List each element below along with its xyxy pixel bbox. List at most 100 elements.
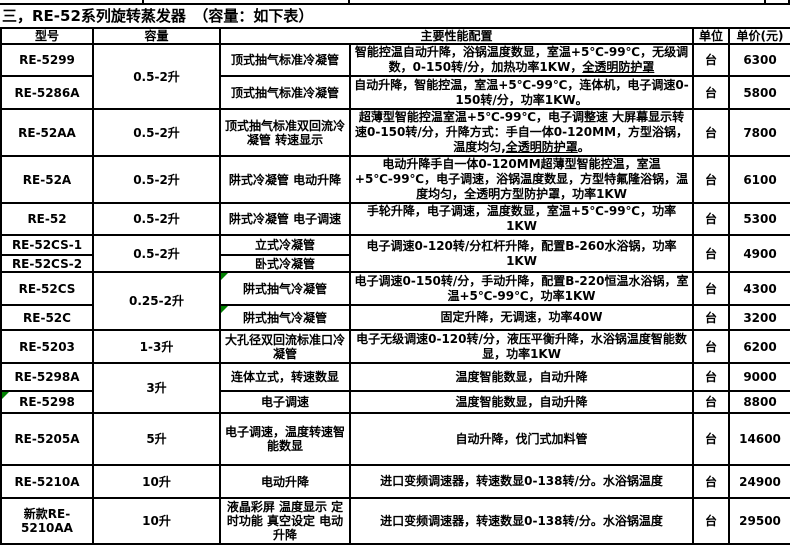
price-cell[interactable]: 5300: [728, 202, 790, 236]
model-cell[interactable]: RE-5205A: [0, 412, 94, 466]
config-cell[interactable]: 阱式抽气冷凝管: [219, 304, 351, 331]
unit-cell[interactable]: 台: [692, 362, 731, 392]
price-cell[interactable]: 8800: [728, 390, 790, 414]
desc-text: 自动升降，智能控温，室温+5℃-99℃，连体机，电子调速0-150转/分，功率1…: [354, 77, 689, 107]
section-title[interactable]: 三，RE-52系列旋转蒸发器 （容量：如下表）: [0, 5, 790, 27]
desc-cell[interactable]: 自动升降，智能控温，室温+5℃-99℃，连体机，电子调速0-150转/分，功率1…: [348, 75, 695, 110]
desc-cell[interactable]: 电子调速0-120转/分杠杆升降，配置B-260水浴锅，功率1KW: [348, 234, 695, 273]
model-cell[interactable]: RE-52A: [0, 155, 94, 204]
unit-cell[interactable]: 台: [692, 497, 731, 545]
model-cell[interactable]: RE-5286A: [0, 75, 94, 110]
unit-cell[interactable]: 台: [692, 412, 731, 466]
desc-cell[interactable]: 固定升降，无调速，功率40W: [348, 304, 695, 331]
desc-cell[interactable]: 智能控温自动升降，浴锅温度数显，室温+5℃-99℃，无级调数，0-150转/分，…: [348, 43, 695, 77]
capacity-cell[interactable]: 0.5-2升: [92, 155, 221, 204]
col-header-config[interactable]: 主要性能配置: [218, 27, 695, 45]
desc-cell[interactable]: 电动升降手自一体0-120MM超薄型智能控温，室温+5℃-99℃，电子调速，浴锅…: [348, 155, 695, 204]
config-cell[interactable]: 顶式抽气标准冷凝管: [219, 75, 351, 110]
capacity-cell[interactable]: 1-3升: [92, 329, 221, 364]
cell-error-indicator-icon: [3, 393, 9, 399]
price-cell[interactable]: 4900: [728, 234, 790, 273]
unit-cell[interactable]: 台: [692, 75, 731, 110]
desc-cell[interactable]: 电子调速0-150转/分，手动升降，配置B-220恒温水浴锅，室温+5℃-99℃…: [348, 271, 695, 306]
config-cell[interactable]: 电子调速: [219, 390, 351, 414]
capacity-cell[interactable]: 0.25-2升: [92, 271, 221, 331]
model-cell[interactable]: 新款RE-5210AA: [0, 497, 94, 545]
capacity-cell[interactable]: 0.5-2升: [92, 108, 221, 157]
price-cell[interactable]: 6300: [728, 43, 790, 77]
config-cell[interactable]: 顶式抽气标准冷凝管: [219, 43, 351, 77]
desc-cell[interactable]: 进口变频调速器，转速数显0-138转/分。水浴锅温度: [348, 464, 695, 499]
unit-cell[interactable]: 台: [692, 202, 731, 236]
price-cell[interactable]: 14600: [728, 412, 790, 466]
desc-text: 温度智能数显，自动升降: [455, 394, 588, 409]
price-cell[interactable]: 4300: [728, 271, 790, 306]
model-cell[interactable]: RE-52CS-1: [0, 234, 94, 256]
unit-cell[interactable]: 台: [692, 108, 731, 157]
capacity-cell[interactable]: 5升: [92, 412, 221, 466]
model-cell[interactable]: RE-52C: [0, 304, 94, 331]
config-cell[interactable]: 立式冷凝管: [219, 234, 351, 256]
desc-cell[interactable]: 温度智能数显，自动升降: [348, 362, 695, 392]
desc-cell[interactable]: 自动升降，伐门式加料管: [348, 412, 695, 466]
model-cell[interactable]: RE-52CS: [0, 271, 94, 306]
unit-cell[interactable]: 台: [692, 271, 731, 306]
config-cell[interactable]: 顶式抽气标准双回流冷凝管 转速显示: [219, 108, 351, 157]
unit-cell[interactable]: 台: [692, 329, 731, 364]
model-cell[interactable]: RE-5210A: [0, 464, 94, 499]
price-cell[interactable]: 29500: [728, 497, 790, 545]
model-cell[interactable]: RE-5298: [0, 390, 94, 414]
unit-cell[interactable]: 台: [692, 155, 731, 204]
model-cell[interactable]: RE-52AA: [0, 108, 94, 157]
model-cell[interactable]: RE-5299: [0, 43, 94, 77]
config-cell[interactable]: 阱式冷凝管 电子调速: [219, 202, 351, 236]
price-cell[interactable]: 7800: [728, 108, 790, 157]
unit-cell[interactable]: 台: [692, 43, 731, 77]
desc-text: 智能控温自动升降，浴锅温度数显，室温+5℃-99℃，无级调数，0-150转/分，…: [354, 45, 689, 74]
config-cell[interactable]: 电子调速，温度转速智能数显: [219, 412, 351, 466]
desc-cell[interactable]: 超薄型智能控温室温+5℃-99℃，电子调整速 大屏幕显示转速0-150转/分，升…: [348, 108, 695, 157]
unit-cell[interactable]: 台: [692, 304, 731, 331]
unit-cell[interactable]: 台: [692, 464, 731, 499]
table-row: RE-5203 1-3升 大孔径双回流标准口冷凝管 电子无级调速0-120转/分，液压…: [0, 329, 790, 364]
price-cell[interactable]: 6200: [728, 329, 790, 364]
capacity-cell[interactable]: 3升: [92, 362, 221, 414]
price-cell[interactable]: 24900: [728, 464, 790, 499]
capacity-cell[interactable]: 0.5-2升: [92, 43, 221, 110]
capacity-cell[interactable]: 10升: [92, 497, 221, 545]
price-cell[interactable]: 9000: [728, 362, 790, 392]
grid-line: [142, 0, 144, 3]
config-cell[interactable]: 阱式冷凝管 电动升降: [219, 155, 351, 204]
config-cell[interactable]: 阱式抽气冷凝管: [219, 271, 351, 306]
capacity-cell[interactable]: 0.5-2升: [92, 234, 221, 273]
desc-cell[interactable]: 温度智能数显，自动升降: [348, 390, 695, 414]
col-header-model[interactable]: 型号: [0, 27, 94, 45]
col-header-capacity[interactable]: 容量: [92, 27, 221, 45]
config-cell[interactable]: 液晶彩屏 温度显示 定时功能 真空设定 电动升降: [219, 497, 351, 545]
desc-cell[interactable]: 手轮升降，电子调速，温度数显，室温+5℃-99℃，功率1KW: [348, 202, 695, 236]
model-cell[interactable]: RE-52CS-2: [0, 254, 94, 273]
capacity-cell[interactable]: 0.5-2升: [92, 202, 221, 236]
grid-line: [788, 0, 790, 3]
price-cell[interactable]: 5800: [728, 75, 790, 110]
table-row: RE-5298 电子调速 温度智能数显，自动升降 台 8800: [0, 390, 790, 414]
config-cell[interactable]: 卧式冷凝管: [219, 254, 351, 273]
config-cell[interactable]: 大孔径双回流标准口冷凝管: [219, 329, 351, 364]
desc-text: 温度智能数显，自动升降: [455, 369, 588, 384]
desc-cell[interactable]: 电子无级调速0-120转/分，液压平衡升降，水浴锅温度智能数显，功率1KW: [348, 329, 695, 364]
unit-cell[interactable]: 台: [692, 234, 731, 273]
price-cell[interactable]: 3200: [728, 304, 790, 331]
capacity-cell[interactable]: 10升: [92, 464, 221, 499]
model-cell[interactable]: RE-5203: [0, 329, 94, 364]
desc-cell[interactable]: 进口变频调速器，转速数显0-138转/分。水浴锅温度: [348, 497, 695, 545]
config-cell[interactable]: 电动升降: [219, 464, 351, 499]
desc-text: 电子调速0-120转/分杠杆升降，配置B-260水浴锅，功率1KW: [366, 238, 677, 268]
unit-cell[interactable]: 台: [692, 390, 731, 414]
col-header-unit[interactable]: 单位: [692, 27, 731, 45]
col-header-price[interactable]: 单价(元): [728, 27, 790, 45]
model-cell[interactable]: RE-5298A: [0, 362, 94, 392]
table-row: RE-5298A 3升 连体立式，转速数显 温度智能数显，自动升降台 9000: [0, 362, 790, 414]
price-cell[interactable]: 6100: [728, 155, 790, 204]
config-cell[interactable]: 连体立式，转速数显: [219, 362, 351, 392]
model-cell[interactable]: RE-52: [0, 202, 94, 236]
